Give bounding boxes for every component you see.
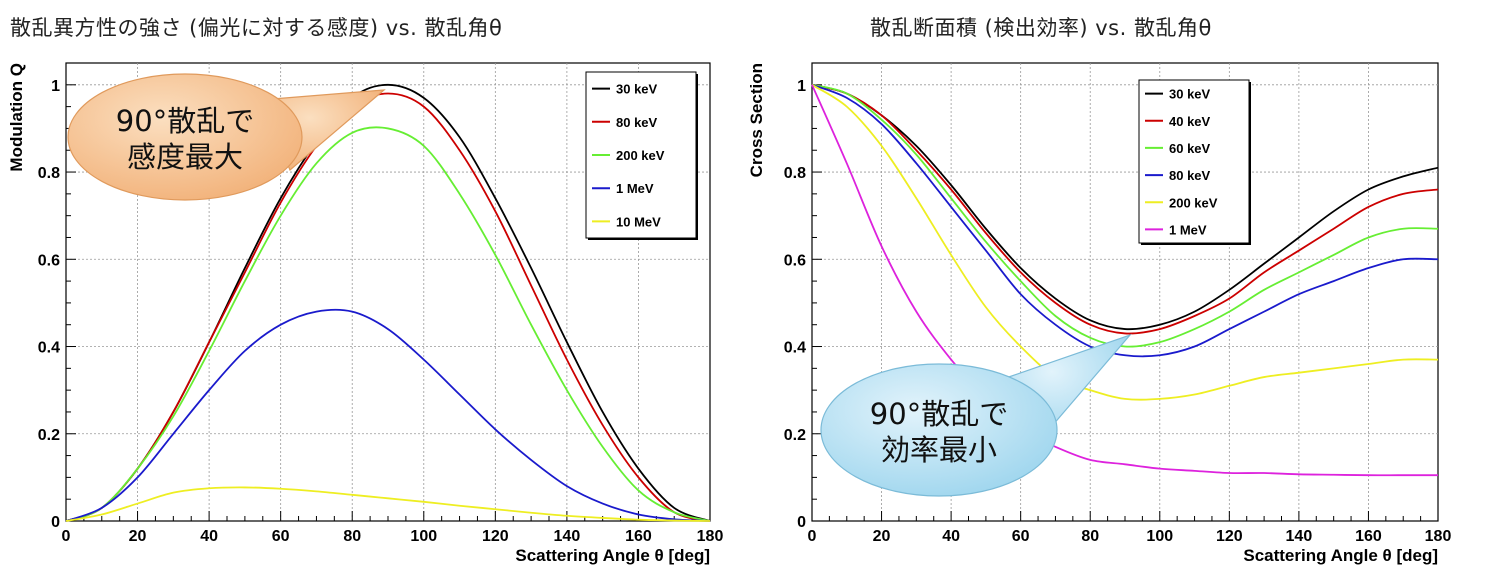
legend-label: 1 MeV — [616, 181, 654, 196]
y-tick-label: 0.8 — [784, 165, 806, 182]
x-tick-label: 80 — [1081, 528, 1099, 545]
x-tick-label: 40 — [942, 528, 960, 545]
x-tick-label: 140 — [1286, 528, 1313, 545]
legend-label: 200 keV — [616, 148, 665, 163]
x-tick-label: 60 — [1012, 528, 1030, 545]
x-tick-label: 80 — [343, 528, 361, 545]
legend-label: 60 keV — [1169, 141, 1211, 156]
x-tick-label: 140 — [554, 528, 581, 545]
series-line-200-kev — [65, 126, 711, 522]
y-tick-label: 0 — [797, 514, 806, 531]
callout-bubble — [67, 73, 303, 201]
y-tick-label: 0.4 — [784, 340, 806, 357]
series-line-200-kev — [811, 84, 1439, 401]
legend-label: 80 keV — [616, 115, 658, 130]
x-tick-label: 0 — [808, 528, 817, 545]
y-axis-title: Cross Section — [747, 63, 766, 177]
legend-shadow — [1141, 82, 1251, 245]
legend-label: 10 MeV — [616, 214, 661, 229]
x-tick-label: 160 — [1355, 528, 1382, 545]
x-tick-label: 180 — [697, 528, 724, 545]
callout-pointer — [999, 333, 1132, 441]
y-axis-title: Modulation Q — [7, 63, 26, 172]
callout-text-line: 感度最大 — [127, 140, 243, 174]
y-tick-label: 1 — [51, 78, 60, 95]
legend-label: 40 keV — [1169, 114, 1211, 129]
left-chart-title: 散乱異方性の強さ (偏光に対する感度) vs. 散乱角θ — [10, 16, 503, 40]
y-tick-label: 0.6 — [38, 252, 60, 269]
y-tick-label: 0.2 — [784, 427, 806, 444]
y-tick-label: 0 — [51, 514, 60, 531]
series-line-80-kev — [811, 83, 1439, 358]
x-tick-label: 160 — [625, 528, 652, 545]
x-tick-label: 100 — [1146, 528, 1173, 545]
x-tick-label: 120 — [482, 528, 509, 545]
callout-bubble — [820, 363, 1058, 497]
series-line-80-kev — [65, 92, 711, 522]
x-tick-label: 100 — [410, 528, 437, 545]
y-tick-label: 0.4 — [38, 340, 60, 357]
series-line-60-kev — [811, 83, 1439, 348]
x-tick-label: 180 — [1425, 528, 1452, 545]
y-tick-label: 1 — [797, 78, 806, 95]
modulation-chart: 0 20 40 60 80 100 120 140 160 180 0 0.2 0.4 0.6 0.8 1 Sc… — [7, 62, 724, 565]
x-tick-label: 120 — [1216, 528, 1243, 545]
series-line-30-kev — [811, 83, 1439, 331]
y-tick-label: 0.6 — [784, 252, 806, 269]
callout-text-line: 90°散乱で — [870, 397, 1008, 431]
legend-label: 200 keV — [1169, 195, 1218, 210]
x-tick-label: 40 — [200, 528, 218, 545]
series-line-40-kev — [811, 83, 1439, 335]
legend-label: 30 keV — [1169, 87, 1211, 102]
legend-label: 80 keV — [1169, 168, 1211, 183]
callout-text-line: 効率最小 — [881, 433, 997, 467]
legend-box — [1138, 79, 1250, 244]
legend-label: 1 MeV — [1169, 222, 1207, 237]
series-line-1-mev — [811, 84, 1438, 477]
legend-label: 30 keV — [616, 82, 658, 97]
x-axis-title: Scattering Angle θ [deg] — [515, 546, 710, 565]
series-line-1-mev — [65, 308, 711, 522]
y-tick-label: 0.8 — [38, 165, 60, 182]
x-axis-title: Scattering Angle θ [deg] — [1243, 546, 1438, 565]
callout-text-line: 90°散乱で — [116, 104, 254, 138]
x-tick-label: 0 — [62, 528, 71, 545]
right-chart-title: 散乱断面積 (検出効率) vs. 散乱角θ — [870, 16, 1212, 40]
x-tick-label: 20 — [129, 528, 147, 545]
plot-frame — [811, 62, 1439, 522]
series-line-10-mev — [65, 486, 711, 522]
x-tick-label: 20 — [873, 528, 891, 545]
x-tick-label: 60 — [272, 528, 290, 545]
y-tick-label: 0.2 — [38, 427, 60, 444]
